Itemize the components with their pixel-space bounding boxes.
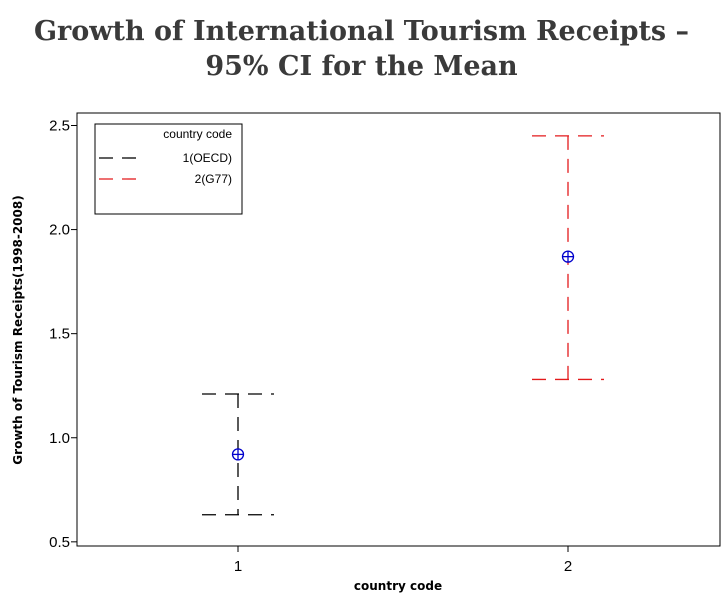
legend-box xyxy=(94,123,243,215)
y-tick-label: 1.0 xyxy=(49,430,70,447)
plot-marks xyxy=(202,135,604,516)
legend-label-oecd: 1(OECD) xyxy=(183,151,232,165)
x-tick-label: 1 xyxy=(234,558,242,575)
y-axis-label: Growth of Tourism Receipts(1998-2008) xyxy=(11,195,25,464)
y-axis: 0.5 1.0 1.5 2.0 2.5 xyxy=(49,117,77,551)
legend-title: country code xyxy=(163,127,232,141)
plot-frame xyxy=(76,112,721,547)
chart-title-line-2: 95% CI for the Mean xyxy=(205,51,518,82)
chart-title: Growth of International Tourism Receipts… xyxy=(0,14,723,84)
y-tick-label: 0.5 xyxy=(49,534,70,551)
y-tick-label: 2.5 xyxy=(49,117,70,134)
legend: country code 1(OECD) 2(G77) xyxy=(94,123,243,215)
y-tick-label: 2.0 xyxy=(49,222,70,239)
x-tick-label: 2 xyxy=(564,558,572,575)
y-tick-label: 1.5 xyxy=(49,326,70,343)
x-axis-label: country code xyxy=(354,579,442,593)
legend-label-g77: 2(G77) xyxy=(195,172,232,186)
chart-title-line-1: Growth of International Tourism Receipts… xyxy=(33,16,690,47)
